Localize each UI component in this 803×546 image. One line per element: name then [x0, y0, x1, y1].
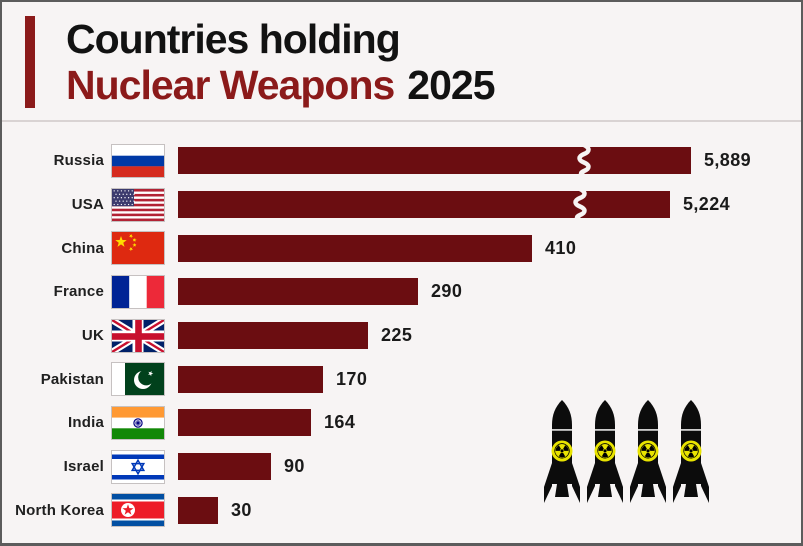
missile-decoration: ☢ ☢ ☢ ☢: [542, 399, 711, 507]
value-label: 225: [381, 325, 413, 346]
chart-row: France 290: [2, 270, 801, 314]
usa-flag-icon: [111, 187, 165, 222]
axis-break-icon: [577, 147, 591, 175]
value-label: 5,889: [704, 150, 752, 171]
pakistan-flag-icon: [111, 362, 165, 397]
chart-row: China 410: [2, 226, 801, 270]
nuclear-missile-icon: ☢: [671, 399, 711, 507]
chart-row: North Korea 30: [2, 489, 801, 533]
value-label: 164: [324, 412, 356, 433]
country-label: India: [67, 414, 104, 432]
chart-row: USA 5,224: [2, 183, 801, 227]
svg-text:☢: ☢: [639, 440, 658, 464]
nuclear-missile-icon: ☢: [542, 399, 582, 507]
value-bar: [178, 278, 418, 306]
title-line-1: Countries holding: [66, 16, 401, 62]
value-bar: [178, 365, 323, 393]
value-bar: [178, 453, 271, 481]
value-label: 410: [545, 237, 577, 258]
france-flag-icon: [111, 274, 165, 309]
chart-row: Israel 90: [2, 445, 801, 489]
country-label: Pakistan: [40, 370, 104, 388]
value-label: 30: [231, 499, 252, 520]
value-label: 5,224: [683, 194, 731, 215]
title-year: 2025: [407, 62, 495, 108]
value-bar: [178, 147, 691, 175]
value-label: 290: [431, 281, 463, 302]
svg-text:☢: ☢: [553, 440, 572, 464]
chart-row: India 164: [2, 401, 801, 445]
israel-flag-icon: [111, 449, 165, 484]
svg-text:☢: ☢: [596, 440, 615, 464]
uk-flag-icon: [111, 318, 165, 353]
india-flag-icon: [111, 405, 165, 440]
value-bar: [178, 322, 368, 350]
value-label: 170: [336, 368, 368, 389]
country-label: China: [61, 239, 104, 257]
country-label: France: [53, 283, 104, 301]
header: Countries holding Nuclear Weapons 2025: [25, 16, 496, 108]
page-title: Countries holding Nuclear Weapons 2025: [66, 16, 496, 108]
chart-row: UK 225: [2, 314, 801, 358]
value-bar: [178, 496, 218, 524]
header-separator: [2, 120, 801, 122]
country-label: Russia: [53, 152, 104, 170]
north-korea-flag-icon: [111, 493, 165, 528]
value-bar: [178, 234, 532, 262]
chart-row: Russia 5,889: [2, 139, 801, 183]
country-label: UK: [81, 327, 104, 345]
title-line-2-accent: Nuclear Weapons: [66, 62, 395, 108]
nuclear-missile-icon: ☢: [628, 399, 668, 507]
svg-text:☢: ☢: [682, 440, 701, 464]
axis-break-icon: [573, 191, 587, 219]
nuclear-missile-icon: ☢: [585, 399, 625, 507]
china-flag-icon: [111, 231, 165, 266]
chart-row: Pakistan 170: [2, 357, 801, 401]
value-bar: [178, 191, 670, 219]
title-accent-bar: [25, 16, 35, 108]
russia-flag-icon: [111, 143, 165, 178]
country-label: USA: [71, 196, 104, 214]
country-label: North Korea: [15, 501, 104, 519]
country-label: Israel: [63, 458, 104, 476]
title-line-2: Nuclear Weapons 2025: [66, 62, 496, 108]
value-bar: [178, 409, 311, 437]
value-label: 90: [284, 456, 305, 477]
bar-chart: Russia 5,889 USA 5,224 China 410 France 290 UK 22…: [2, 139, 801, 532]
